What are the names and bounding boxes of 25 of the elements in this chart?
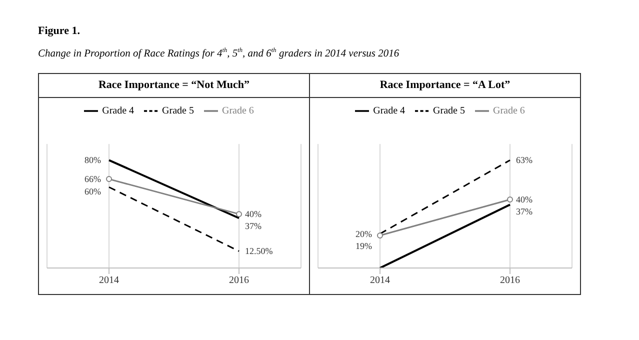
x-tick-label: 2016 <box>500 275 520 286</box>
data-label: 12.50% <box>245 246 274 256</box>
data-label: 37% <box>245 221 262 232</box>
legend-label: Grade 5 <box>162 105 194 116</box>
chart-title: Race Importance = “Not Much” <box>39 74 309 98</box>
x-tick-label: 2014 <box>370 275 390 286</box>
x-tick-label: 2014 <box>99 275 119 286</box>
legend-label: Grade 4 <box>373 105 406 116</box>
legend-label: Grade 4 <box>102 105 134 116</box>
data-label: 60% <box>84 186 102 196</box>
data-label: 20% <box>356 228 372 239</box>
data-label: 19% <box>356 240 372 251</box>
legend-label: Grade 6 <box>222 105 254 116</box>
text: Change in Proportion of Race Ratings for 4$^{th}$, 5$^{th}$, and 6$^{th}$ graders in 2014 versus 2016 <box>38 47 400 60</box>
data-label: 66% <box>84 174 102 184</box>
data-label: 40% <box>245 209 262 220</box>
data-label: 63% <box>516 155 533 166</box>
data-label: 37% <box>516 206 533 217</box>
x-tick-label: 2016 <box>229 275 249 286</box>
chart-title: Race Importance = “A Lot” <box>310 74 580 98</box>
data-label: 80% <box>84 155 102 166</box>
legend-label: Grade 5 <box>433 105 465 116</box>
caption: Figure 1. <box>38 25 81 37</box>
data-label: 40% <box>516 194 533 205</box>
legend-label: Grade 6 <box>492 105 525 116</box>
